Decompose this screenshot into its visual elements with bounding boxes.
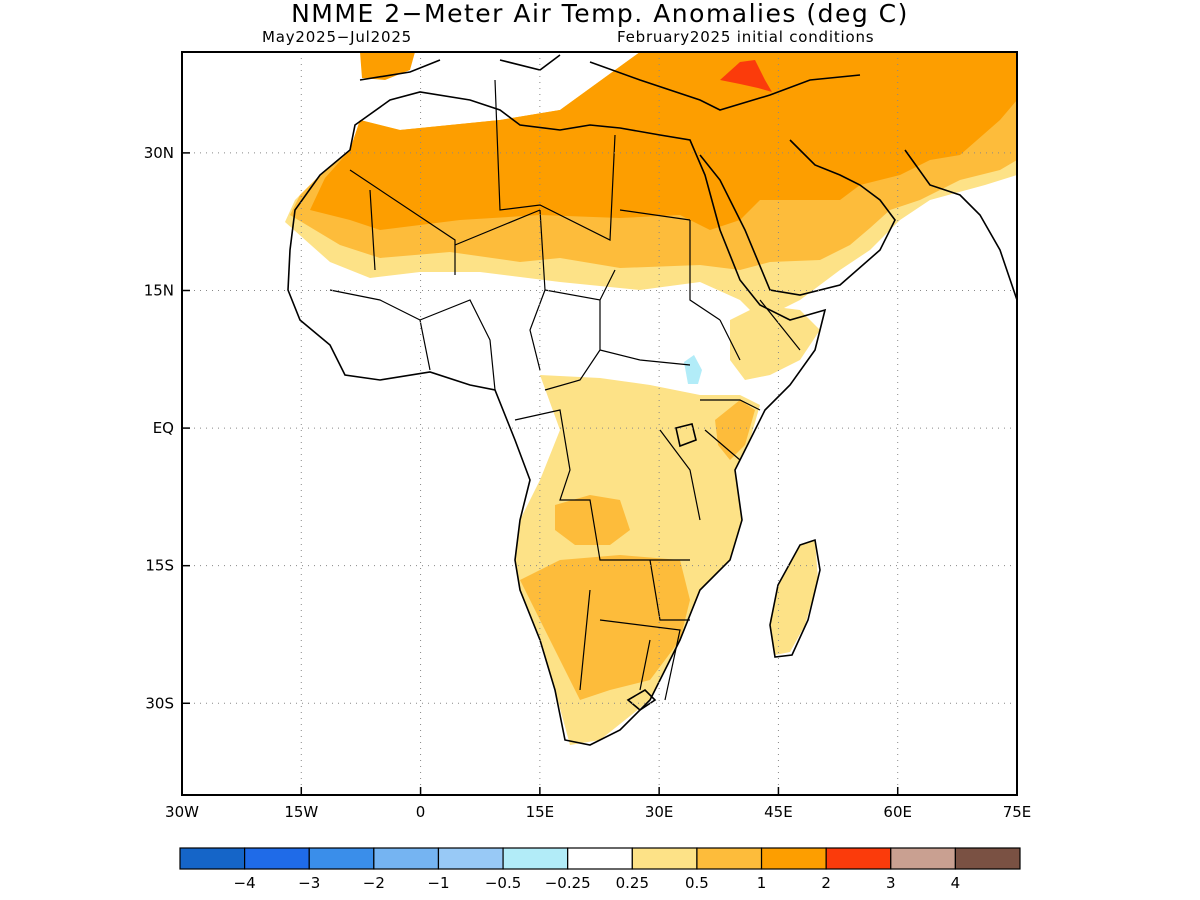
forecast-period: May2025−Jul2025 [262,28,413,46]
anomaly-region-negative-spot [684,355,702,384]
map-plot-area [285,52,1017,746]
asia-coastline [904,149,1017,301]
coastlines [287,54,1017,746]
colorbar-label: −3 [298,874,320,892]
colorbar-swatch [502,847,569,870]
colorbar-swatch [244,847,310,870]
lat-tick-label: 15N [144,281,174,299]
anomaly-region-east-mid [715,400,755,460]
longitude-axis: 30W 15W 0 15E 30E 45E 60E 75E [165,787,1031,821]
colorbar-label: −1 [427,874,449,892]
colorbar-label: 0.5 [685,874,709,892]
colorbar-swatch [890,847,956,870]
colorbar: −4 −3 −2 −1 −0.5 −0.25 0.25 0.5 1 2 3 4 [179,847,1021,892]
map-frame [181,51,1018,796]
lon-tick-label: 45E [764,803,793,821]
colorbar-swatch [825,847,892,870]
lon-tick-label: 75E [1003,803,1032,821]
arabia-coastline [699,139,896,296]
anomaly-region-horn-light [730,305,820,380]
lon-tick-label: 30W [165,803,199,821]
country-borders [329,79,801,701]
initial-conditions: February2025 initial conditions [617,28,875,46]
lake-victoria [675,423,697,448]
colorbar-swatch [437,847,504,870]
colorbar-label: −4 [234,874,256,892]
lat-tick-label: 30S [145,694,174,712]
colorbar-label: 4 [951,874,961,892]
anomaly-region-madagascar [770,540,818,655]
colorbar-swatch [308,847,375,870]
africa-coastline [287,91,827,746]
colorbar-label: −2 [363,874,385,892]
lon-tick-label: 15E [526,803,555,821]
anomaly-region-hotspot [720,60,772,92]
lon-tick-label: 15W [284,803,318,821]
colorbar-swatch [631,847,698,870]
lat-tick-label: 30N [144,144,174,162]
colorbar-label: 2 [821,874,831,892]
chart-title: NMME 2−Meter Air Temp. Anomalies (deg C) [291,0,909,28]
anomaly-region-central-mid [555,495,630,545]
lon-tick-label: 60E [883,803,912,821]
colorbar-swatch [179,847,246,870]
colorbar-swatch [567,847,633,870]
lon-tick-label: 30E [645,803,674,821]
anomaly-region-north-strong [310,52,1017,230]
lat-tick-label: 15S [145,557,174,575]
colorbar-swatch [696,847,763,870]
colorbar-label: −0.25 [545,874,591,892]
colorbar-swatch [954,847,1021,870]
lon-tick-label: 0 [416,803,426,821]
colorbar-label: −0.5 [485,874,521,892]
colorbar-swatch [760,847,827,870]
colorbar-label: 0.25 [616,874,649,892]
colorbar-label: 3 [886,874,896,892]
colorbar-swatch [373,847,440,870]
anomaly-region-south-mid [520,555,690,700]
lat-tick-label: EQ [153,419,174,437]
latitude-axis: 30N 15N EQ 15S 30S [144,144,190,712]
madagascar-coastline [769,538,821,658]
lesotho [626,688,657,711]
colorbar-label: 1 [757,874,767,892]
